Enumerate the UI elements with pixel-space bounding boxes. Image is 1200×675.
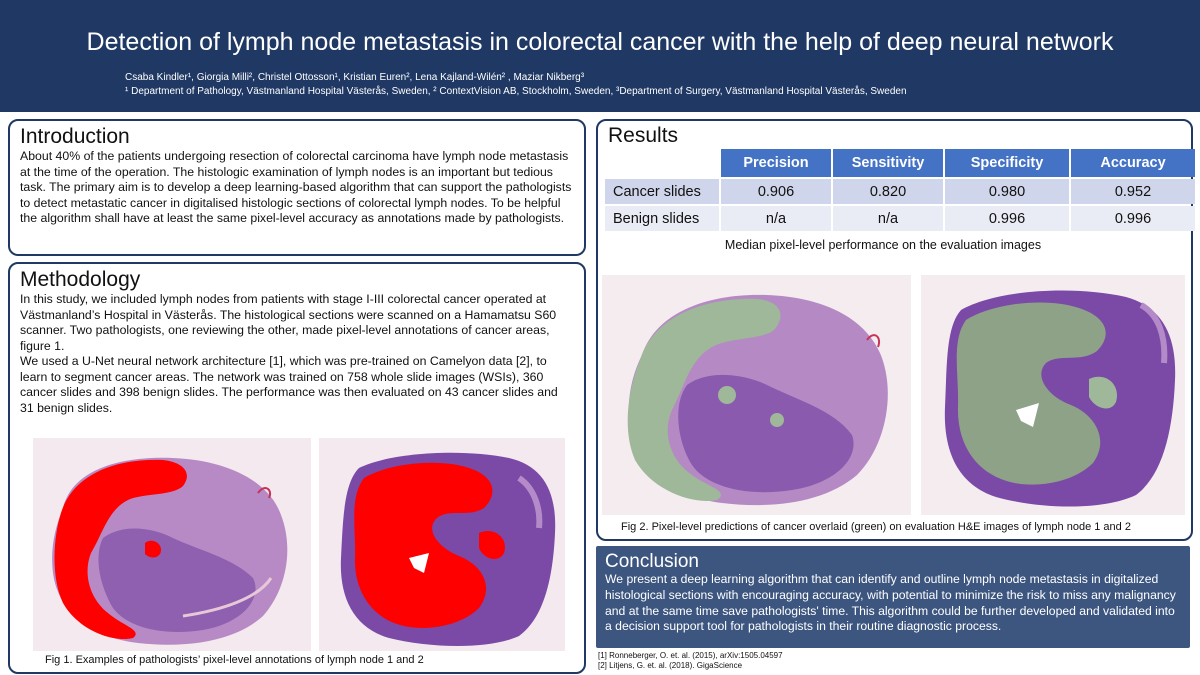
row-label: Cancer slides: [605, 179, 719, 204]
results-table-caption: Median pixel-level performance on the ev…: [724, 238, 1042, 252]
table-cell: 0.996: [1071, 206, 1195, 231]
poster-title: Detection of lymph node metastasis in co…: [86, 28, 1114, 56]
table-row: Cancer slides 0.906 0.820 0.980 0.952: [605, 179, 1195, 204]
fig1-lymph-node-1-annotation-image: [33, 438, 311, 651]
fig2-caption: Fig 2. Pixel-level predictions of cancer…: [621, 521, 1131, 533]
table-cell: 0.980: [945, 179, 1069, 204]
fig2-lymph-node-2-prediction-image: [921, 275, 1185, 515]
table-row: Benign slides n/a n/a 0.996 0.996: [605, 206, 1195, 231]
column-header-sensitivity: Sensitivity: [833, 149, 943, 177]
fig1-lymph-node-2-annotation-image: [319, 438, 565, 651]
table-cell: n/a: [721, 206, 831, 231]
fig2-lymph-node-1-prediction-image: [602, 275, 911, 515]
poster-header: Detection of lymph node metastasis in co…: [0, 0, 1200, 112]
results-heading: Results: [608, 124, 679, 147]
reference-item: [1] Ronneberger, O. et. al. (2015), arXi…: [598, 651, 783, 660]
reference-item: [2] Litjens, G. et. al. (2018). GigaScie…: [598, 661, 743, 670]
introduction-heading: Introduction: [20, 125, 130, 148]
table-cell: n/a: [833, 206, 943, 231]
table-cell: 0.996: [945, 206, 1069, 231]
results-table-header-row: Precision Sensitivity Specificity Accura…: [605, 149, 1195, 177]
methodology-paragraph-1: In this study, we included lymph nodes f…: [20, 292, 557, 353]
column-header-specificity: Specificity: [945, 149, 1069, 177]
row-label: Benign slides: [605, 206, 719, 231]
introduction-section: Introduction About 40% of the patients u…: [8, 119, 586, 256]
results-table: Precision Sensitivity Specificity Accura…: [603, 147, 1197, 233]
methodology-paragraph-2: We used a U-Net neural network architect…: [20, 354, 558, 415]
authors-line: Csaba Kindler¹, Giorgia Milli², Christel…: [125, 72, 585, 83]
methodology-heading: Methodology: [20, 268, 141, 291]
table-cell: 0.952: [1071, 179, 1195, 204]
column-header-accuracy: Accuracy: [1071, 149, 1195, 177]
introduction-text: About 40% of the patients undergoing res…: [20, 149, 572, 225]
empty-corner-cell: [605, 149, 719, 177]
conclusion-section: Conclusion We present a deep learning al…: [596, 546, 1190, 648]
affiliations-line: ¹ Department of Pathology, Västmanland H…: [125, 86, 907, 97]
fig1-caption: Fig 1. Examples of pathologists’ pixel-l…: [45, 654, 424, 666]
column-header-precision: Precision: [721, 149, 831, 177]
table-cell: 0.906: [721, 179, 831, 204]
conclusion-text: We present a deep learning algorithm tha…: [605, 572, 1176, 634]
references: [1] Ronneberger, O. et. al. (2015), arXi…: [598, 651, 783, 671]
table-cell: 0.820: [833, 179, 943, 204]
conclusion-heading: Conclusion: [605, 551, 699, 572]
